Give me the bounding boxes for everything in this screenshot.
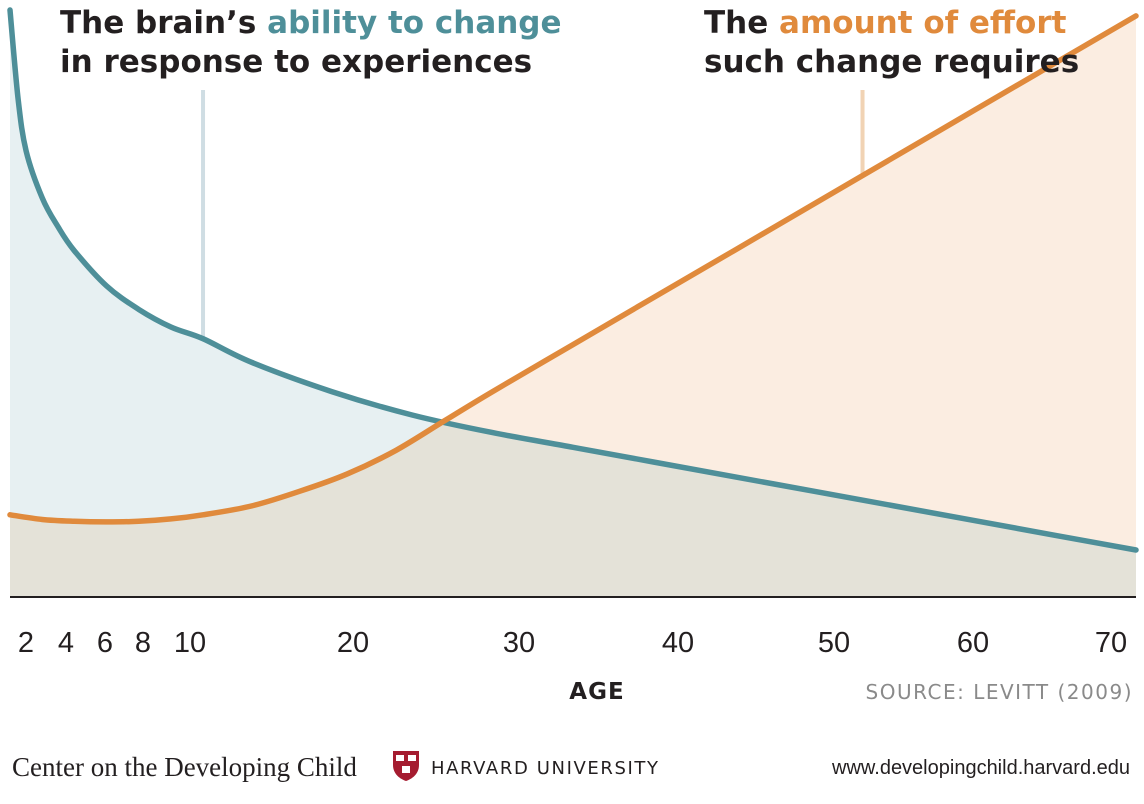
chart-lines (7, 7, 1139, 553)
x-tick-60: 60 (957, 627, 989, 659)
chart-areas (10, 10, 1136, 597)
x-tick-40: 40 (662, 627, 694, 659)
series-line-0 (7, 7, 1139, 553)
x-tick-6: 6 (97, 627, 113, 659)
x-tick-8: 8 (135, 627, 151, 659)
x-tick-4: 4 (58, 627, 74, 659)
x-tick-50: 50 (818, 627, 850, 659)
left-title-line1: The brain’s ability to change (60, 5, 562, 41)
chart-markers (201, 90, 865, 339)
x-tick-2: 2 (18, 627, 34, 659)
area-series-0 (10, 10, 1136, 597)
left-title-line2: in response to experiences (60, 44, 532, 80)
org-name: Center on the Developing Child (12, 752, 357, 782)
x-tick-20: 20 (337, 627, 369, 659)
right-title-line2: such change requires (704, 44, 1079, 80)
harvard-shield-icon (393, 751, 419, 781)
x-axis-title: AGE (569, 679, 624, 705)
x-tick-30: 30 (503, 627, 535, 659)
university-name: HARVARD UNIVERSITY (431, 758, 660, 779)
website-url: www.developingchild.harvard.edu (832, 757, 1130, 779)
right-title-line1: The amount of effort (704, 5, 1067, 41)
x-tick-70: 70 (1095, 627, 1127, 659)
area-series-1 (10, 15, 1136, 597)
series-line-1 (7, 13, 1139, 525)
x-tick-10: 10 (174, 627, 206, 659)
source-note: SOURCE: LEVITT (2009) (866, 680, 1133, 704)
x-tick-labels: 2 4 6 8 10 20 30 40 50 60 70 (18, 627, 1127, 659)
